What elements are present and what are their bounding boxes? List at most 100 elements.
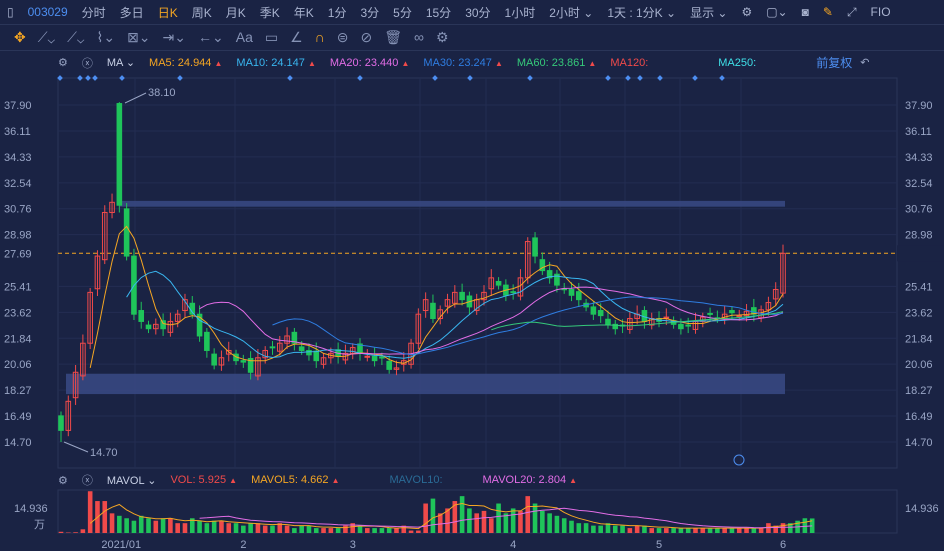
- undo-icon[interactable]: ↶: [860, 57, 870, 69]
- display-select[interactable]: 显示 ⌄: [690, 5, 728, 20]
- y-tick-right: 32.54: [905, 178, 933, 190]
- ma5-line: [89, 225, 784, 369]
- y-tick-right: 34.33: [905, 152, 933, 164]
- candle: [554, 269, 560, 293]
- ma250-value: MA250:: [718, 56, 757, 69]
- volume-bar: [328, 528, 334, 533]
- settings-icon[interactable]: ⚙: [741, 5, 753, 19]
- volume-bar: [73, 532, 78, 533]
- fullscreen-icon[interactable]: ⤢: [846, 4, 857, 19]
- candle: [80, 334, 86, 381]
- candle-body: [153, 323, 159, 330]
- candle-body: [116, 103, 123, 206]
- draw-tool-icon[interactable]: ⊘: [360, 29, 373, 45]
- period-tab[interactable]: 多日: [119, 5, 144, 20]
- period-tab[interactable]: 1分: [327, 5, 347, 20]
- candle-body: [736, 315, 743, 318]
- period-tab[interactable]: 5分: [393, 5, 412, 20]
- volume-bar: [744, 528, 749, 533]
- legend-settings-icon[interactable]: ⚙: [58, 57, 68, 69]
- marker-diamond: [692, 75, 698, 81]
- volume-bar: [117, 515, 122, 533]
- draw-tool-icon[interactable]: Aa: [235, 29, 253, 45]
- volume-bar: [219, 520, 224, 533]
- volume-bar: [248, 523, 253, 533]
- indicator-select[interactable]: MA ⌄: [106, 57, 136, 69]
- draw-tool-icon[interactable]: ⊠⌄: [127, 29, 151, 45]
- candle-body: [101, 211, 108, 261]
- draw-tool-icon[interactable]: ⟋⌄: [37, 29, 56, 45]
- draw-tool-icon[interactable]: ∩: [314, 29, 325, 45]
- period-tab[interactable]: 周K: [191, 5, 212, 20]
- layout-icon[interactable]: ▢⌄: [766, 5, 788, 19]
- y-tick-right: 20.06: [905, 359, 933, 371]
- ma10-line: [126, 270, 784, 359]
- period-tab[interactable]: 30分: [465, 5, 491, 20]
- draw-tool-icon[interactable]: ⚙: [435, 29, 449, 45]
- candle-body: [488, 277, 495, 290]
- candle-body: [751, 307, 757, 315]
- volume-bar: [146, 518, 151, 533]
- fio-button[interactable]: FIO: [870, 5, 891, 19]
- draw-tool-icon[interactable]: ⟋⌄: [67, 29, 85, 45]
- period-tab[interactable]: 1小时: [504, 5, 536, 20]
- draw-tool-icon[interactable]: ←⌄: [198, 29, 224, 45]
- candle-body: [459, 291, 465, 301]
- ma120-value: MA120:: [610, 56, 649, 69]
- draw-tool-icon[interactable]: ⌇⌄: [96, 29, 116, 45]
- candle-body: [539, 259, 546, 272]
- volume-bar: [467, 508, 472, 533]
- vol-settings-icon[interactable]: ⚙: [58, 474, 68, 487]
- candle-body: [371, 355, 378, 362]
- volume-bar: [605, 523, 611, 533]
- candle-body: [145, 324, 152, 330]
- period-tab[interactable]: 分时: [81, 5, 106, 20]
- volume-bar: [569, 520, 574, 533]
- ma20-value: MA20: 23.440 ▲: [329, 56, 410, 69]
- low-price-label: 14.70: [90, 447, 118, 459]
- volume-bar: [430, 498, 436, 533]
- candle-body: [415, 313, 422, 344]
- period-tab[interactable]: 日K: [157, 5, 178, 20]
- high-pointer: [124, 92, 147, 104]
- ma60-line: [491, 311, 784, 331]
- top-toolbar: ▯ 003029 分时 多日 日K 周K 月K 季K 年K 1分 3分 5分 15分 30分 1小时 2小…: [0, 0, 944, 25]
- draw-tool-icon[interactable]: ▭: [264, 29, 279, 45]
- draw-tool-icon[interactable]: ✥: [14, 29, 26, 45]
- draw-tool-icon[interactable]: ∞: [413, 29, 424, 45]
- candle-body: [605, 318, 611, 325]
- candle-body: [765, 302, 772, 311]
- candle: [532, 232, 538, 264]
- draw-tool-icon[interactable]: 🗑: [384, 29, 402, 45]
- vol-indicator-select[interactable]: MAVOL ⌄: [106, 474, 157, 487]
- camera-icon[interactable]: ◙: [801, 5, 809, 19]
- period-tab[interactable]: 15分: [425, 5, 452, 20]
- y-tick-left: 30.76: [4, 204, 32, 216]
- price-tag: [897, 245, 944, 262]
- candle: [174, 309, 181, 328]
- legend-close-icon[interactable]: ⓧ: [81, 57, 93, 70]
- period-tab[interactable]: 月K: [225, 5, 246, 20]
- period-tab[interactable]: 3分: [360, 5, 380, 20]
- pencil-icon[interactable]: ✎: [822, 5, 833, 19]
- candle: [153, 318, 159, 335]
- draw-tool-icon[interactable]: ⊜: [336, 29, 349, 45]
- candle-body: [707, 312, 713, 315]
- adjust-button[interactable]: 前复权: [816, 56, 853, 70]
- period-select[interactable]: 1天 : 1分K ⌄: [607, 5, 677, 20]
- volume-bar: [656, 528, 662, 533]
- volume-bar: [394, 528, 399, 533]
- draw-tool-icon[interactable]: ⇥⌄: [162, 29, 186, 45]
- candle-body: [685, 324, 691, 327]
- period-tab[interactable]: 季K: [259, 5, 280, 20]
- period-tab[interactable]: 2小时 ⌄: [549, 5, 594, 20]
- vol-close-icon[interactable]: ⓧ: [81, 475, 93, 487]
- period-tab[interactable]: 年K: [293, 5, 314, 20]
- sidebar-toggle-icon[interactable]: ▯: [7, 5, 14, 19]
- draw-tool-icon[interactable]: ∠: [290, 29, 303, 45]
- stock-code[interactable]: 003029: [27, 5, 68, 19]
- volume-bar: [102, 501, 108, 533]
- x-tick: 3: [350, 539, 356, 551]
- volume-bar: [722, 528, 727, 533]
